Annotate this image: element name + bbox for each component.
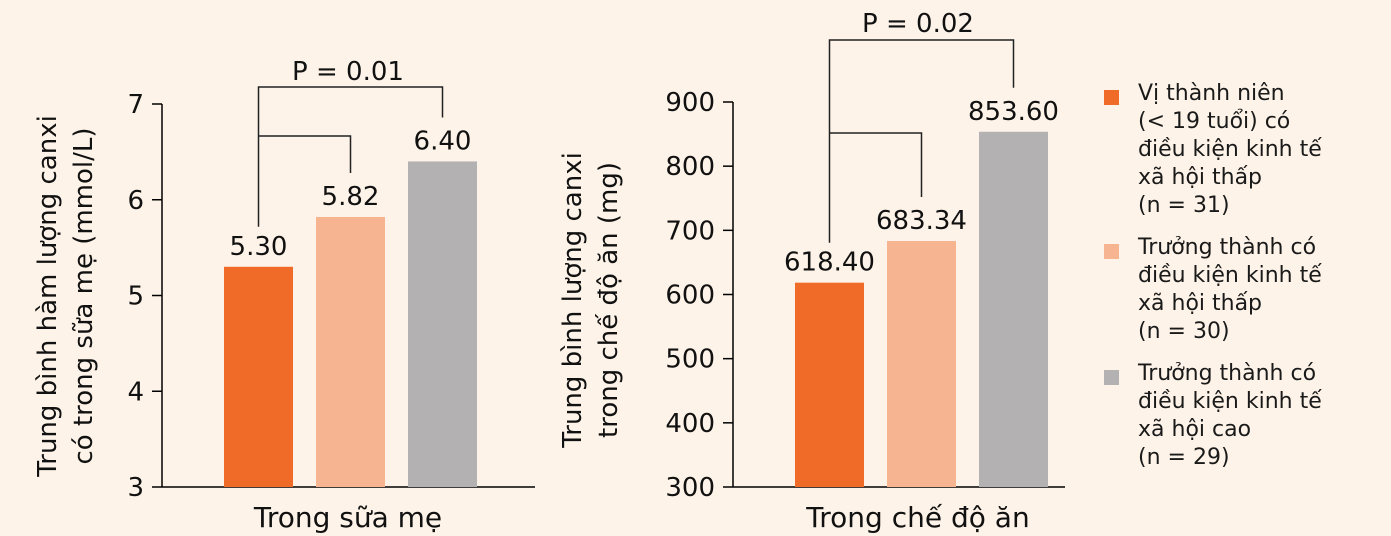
legend-swatch [1104, 370, 1119, 385]
legend-label: Trưởng thành có điều kiện kinh tế xã hội… [1138, 235, 1322, 344]
y-tick-label: 800 [665, 152, 715, 182]
significance-bracket [829, 132, 923, 198]
bar-value-label: 5.30 [230, 232, 288, 262]
bar [887, 241, 956, 487]
bar-value-label: 5.82 [322, 182, 380, 212]
bar-value-label: 6.40 [414, 126, 472, 156]
p-value-label: P = 0.01 [292, 57, 404, 87]
bar-value-label: 853.60 [968, 97, 1059, 127]
y-tick-label: 6 [127, 186, 144, 216]
x-axis-label: Trong chế độ ăn [805, 501, 1029, 534]
y-axis-label: Trung bình lượng canxi trong chế độ ăn (m… [558, 152, 624, 449]
bar [408, 161, 477, 487]
y-tick-label: 5 [127, 282, 144, 312]
bar-value-label: 683.34 [876, 206, 967, 236]
legend-item-adolescent-low: Vị thành niên (< 19 tuổi) có điều kiện k… [1104, 80, 1389, 220]
y-tick-label: 700 [665, 216, 715, 246]
significance-bracket [257, 86, 444, 227]
y-tick-label: 3 [127, 473, 144, 503]
bar-value-label: 618.40 [784, 248, 875, 278]
legend: Vị thành niên (< 19 tuổi) có điều kiện k… [1104, 80, 1389, 486]
bar [224, 266, 293, 487]
bar [795, 282, 864, 487]
p-value-label: P = 0.02 [862, 9, 974, 39]
significance-bracket [258, 135, 352, 173]
x-axis-label: Trong sữa mẹ [253, 501, 442, 534]
legend-swatch [1104, 90, 1119, 105]
y-tick-label: 600 [665, 281, 715, 311]
y-axis-label: Trung bình hàm lượng canxi có trong sữa m… [33, 115, 99, 478]
y-tick-label: 900 [665, 88, 715, 118]
y-tick-label: 7 [127, 90, 144, 120]
y-tick-label: 500 [665, 345, 715, 375]
legend-item-adult-high: Trưởng thành có điều kiện kinh tế xã hội… [1104, 360, 1389, 472]
legend-label: Trưởng thành có điều kiện kinh tế xã hội… [1138, 361, 1322, 470]
legend-swatch [1104, 244, 1119, 259]
bar [979, 131, 1048, 488]
y-tick-label: 300 [665, 473, 715, 503]
legend-label: Vị thành niên (< 19 tuổi) có điều kiện k… [1138, 81, 1322, 218]
significance-bracket [828, 39, 1015, 243]
legend-item-adult-low: Trưởng thành có điều kiện kinh tế xã hội… [1104, 234, 1389, 346]
y-tick-label: 4 [127, 377, 144, 407]
bar [316, 216, 385, 488]
y-tick-label: 400 [665, 409, 715, 439]
